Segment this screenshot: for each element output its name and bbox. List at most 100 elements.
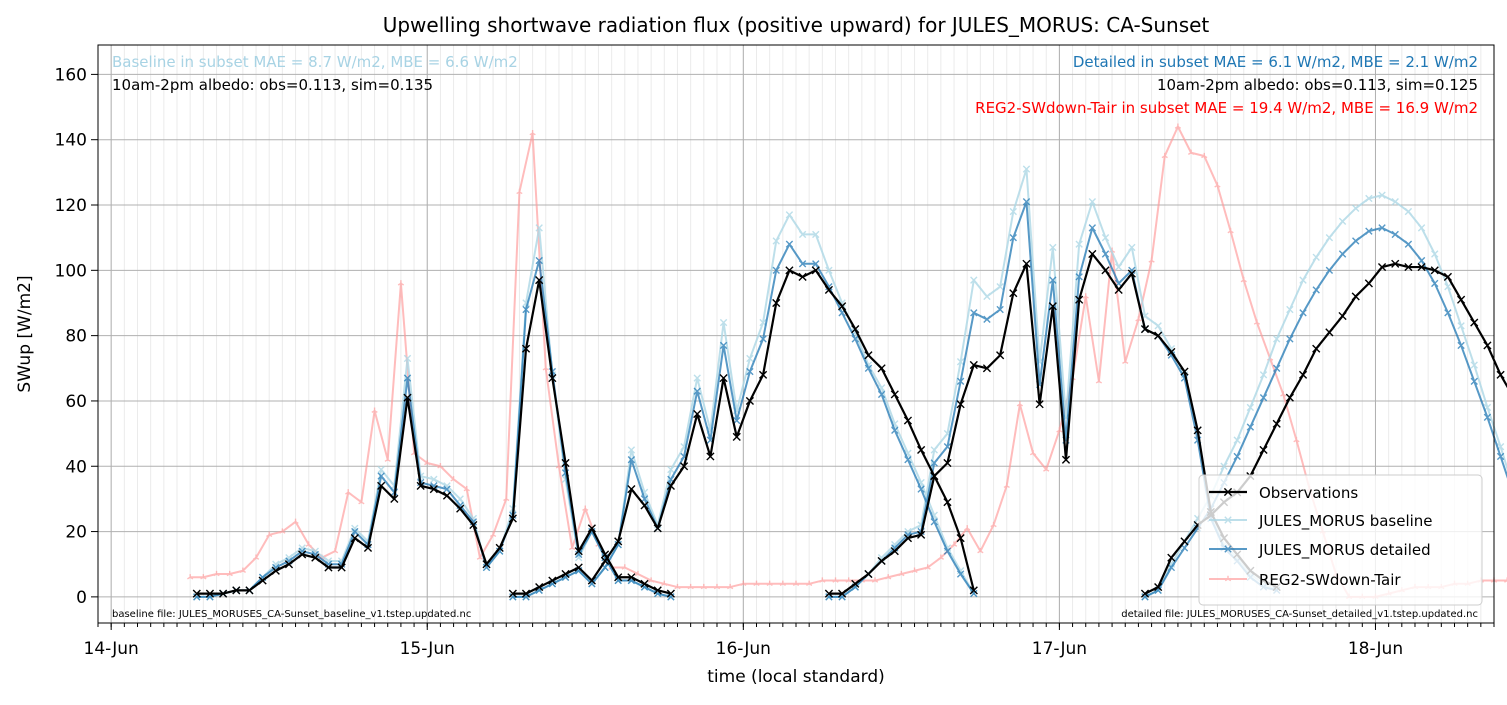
data-point-marker bbox=[1417, 224, 1426, 232]
data-point-marker bbox=[746, 354, 754, 363]
data-point-marker bbox=[904, 456, 912, 464]
legend-label-reg2: REG2-SWdown-Tair bbox=[1259, 571, 1401, 589]
data-point-marker bbox=[977, 547, 984, 554]
data-point-marker bbox=[956, 534, 965, 543]
data-point-marker bbox=[1141, 593, 1149, 601]
data-point-marker bbox=[1312, 286, 1320, 294]
data-point-marker bbox=[666, 481, 675, 490]
data-point-marker bbox=[772, 266, 780, 275]
data-point-marker bbox=[371, 407, 378, 413]
chart-title: Upwelling shortwave radiation flux (posi… bbox=[383, 13, 1210, 37]
data-point-marker bbox=[266, 531, 273, 538]
data-point-marker bbox=[798, 230, 807, 239]
data-point-marker bbox=[1127, 269, 1136, 278]
data-point-marker bbox=[1022, 165, 1031, 173]
data-point-marker bbox=[1233, 436, 1241, 444]
data-point-marker bbox=[522, 593, 530, 601]
data-point-marker bbox=[812, 230, 820, 239]
data-point-marker bbox=[1298, 370, 1308, 379]
x-tick-label: 18-Jun bbox=[1348, 639, 1403, 659]
data-point-marker bbox=[1325, 328, 1334, 337]
data-point-marker bbox=[996, 282, 1004, 291]
data-point-marker bbox=[832, 577, 839, 583]
data-point-marker bbox=[245, 586, 254, 595]
data-point-marker bbox=[351, 524, 359, 532]
data-point-marker bbox=[1352, 237, 1360, 245]
data-point-marker bbox=[1365, 227, 1373, 235]
data-point-marker bbox=[845, 577, 852, 583]
data-point-marker bbox=[1443, 272, 1453, 281]
data-point-marker bbox=[529, 129, 536, 136]
data-point-marker bbox=[206, 593, 214, 601]
data-point-marker bbox=[1286, 305, 1294, 314]
data-point-marker bbox=[983, 292, 991, 301]
data-point-marker bbox=[1148, 257, 1155, 263]
data-point-marker bbox=[482, 563, 491, 572]
y-tick-label: 140 bbox=[55, 131, 87, 151]
data-point-marker bbox=[996, 305, 1004, 314]
series-line-reg2 bbox=[190, 125, 1507, 598]
data-point-marker bbox=[377, 481, 386, 490]
data-point-marker bbox=[950, 541, 958, 547]
data-point-marker bbox=[647, 577, 655, 583]
data-point-marker bbox=[1365, 194, 1373, 203]
data-point-marker bbox=[548, 373, 557, 383]
data-point-marker bbox=[437, 463, 444, 469]
data-point-marker bbox=[1220, 462, 1228, 470]
data-point-marker bbox=[575, 553, 583, 562]
data-point-marker bbox=[772, 237, 780, 245]
data-point-marker bbox=[732, 432, 741, 441]
data-point-marker bbox=[1259, 371, 1268, 379]
data-point-marker bbox=[200, 574, 207, 580]
data-point-marker bbox=[661, 580, 668, 587]
data-point-marker bbox=[1049, 276, 1057, 284]
data-point-marker bbox=[377, 465, 385, 474]
data-point-marker bbox=[292, 518, 299, 524]
x-tick-label: 14-Jun bbox=[84, 639, 139, 659]
data-point-marker bbox=[535, 582, 544, 592]
data-point-marker bbox=[508, 589, 517, 598]
data-point-marker bbox=[930, 518, 938, 526]
data-point-marker bbox=[1035, 400, 1044, 409]
data-point-marker bbox=[1180, 544, 1189, 552]
data-point-marker bbox=[627, 446, 636, 454]
data-point-marker bbox=[891, 426, 899, 435]
data-point-marker bbox=[503, 495, 510, 502]
data-point-marker bbox=[1470, 318, 1479, 327]
data-point-marker bbox=[1351, 292, 1360, 301]
data-point-marker bbox=[1095, 378, 1103, 384]
data-point-marker bbox=[298, 550, 307, 559]
data-point-marker bbox=[1088, 224, 1097, 232]
data-point-marker bbox=[1223, 487, 1233, 497]
data-point-marker bbox=[521, 344, 531, 353]
data-point-marker bbox=[298, 547, 306, 555]
data-point-marker bbox=[542, 365, 549, 371]
data-point-marker bbox=[442, 491, 452, 500]
data-point-marker bbox=[1417, 262, 1426, 272]
data-point-marker bbox=[1338, 311, 1347, 321]
data-point-marker bbox=[1364, 279, 1373, 288]
data-point-marker bbox=[990, 521, 997, 528]
y-tick-label: 40 bbox=[65, 457, 87, 477]
data-point-marker bbox=[1496, 452, 1505, 461]
data-point-marker bbox=[811, 266, 820, 275]
data-point-marker bbox=[634, 570, 642, 577]
data-point-marker bbox=[1009, 289, 1018, 298]
data-point-marker bbox=[345, 489, 352, 495]
data-point-marker bbox=[1338, 250, 1347, 258]
data-point-marker bbox=[877, 364, 886, 373]
data-point-marker bbox=[917, 530, 926, 539]
data-point-marker bbox=[239, 567, 247, 573]
data-point-marker bbox=[350, 534, 359, 543]
data-point-marker bbox=[956, 400, 965, 409]
data-point-marker bbox=[1082, 293, 1089, 299]
data-point-marker bbox=[1444, 309, 1452, 317]
data-point-marker bbox=[358, 498, 365, 505]
data-point-marker bbox=[1029, 449, 1037, 456]
data-point-marker bbox=[1456, 295, 1466, 304]
data-point-marker bbox=[1167, 563, 1176, 572]
data-point-marker bbox=[666, 589, 675, 598]
data-point-marker bbox=[753, 580, 760, 587]
data-point-marker bbox=[476, 554, 484, 560]
y-axis-ticks: 0 20 40 60 80 100 120 140 160 bbox=[55, 65, 98, 608]
